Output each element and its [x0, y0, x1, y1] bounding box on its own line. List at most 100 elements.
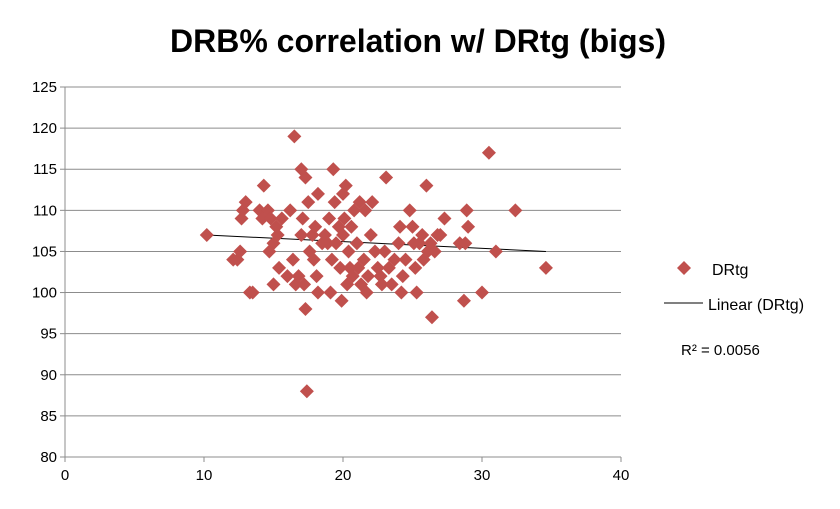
data-point	[408, 260, 423, 275]
y-tick-label: 110	[33, 202, 57, 219]
data-point	[297, 277, 312, 292]
data-point	[308, 219, 323, 234]
x-tick-label: 20	[335, 467, 352, 484]
data-point	[488, 244, 503, 259]
x-axis-ticks: 0 10 20 30 40	[61, 457, 630, 484]
data-point	[306, 252, 321, 267]
data-point	[323, 285, 338, 300]
data-point	[349, 236, 364, 251]
data-point	[481, 145, 496, 160]
data-point	[298, 170, 313, 185]
data-point	[287, 129, 302, 144]
data-point	[456, 293, 471, 308]
data-point	[233, 244, 248, 259]
data-point	[334, 293, 349, 308]
data-point	[437, 211, 452, 226]
legend-label-drtg: DRtg	[712, 262, 748, 279]
y-tick-label: 115	[33, 161, 57, 178]
x-tick-label: 30	[474, 467, 491, 484]
data-point	[310, 186, 325, 201]
data-point	[433, 228, 448, 242]
data-point	[384, 277, 399, 292]
data-point	[415, 228, 430, 242]
data-point	[337, 211, 352, 226]
data-point	[409, 285, 424, 300]
data-point	[326, 162, 341, 177]
trendline-group	[206, 234, 546, 252]
r-squared-label: R² = 0.0056	[681, 342, 760, 359]
data-point	[475, 285, 489, 300]
data-point	[367, 244, 382, 259]
data-point	[320, 236, 335, 251]
legend-diamond	[677, 261, 691, 275]
data-point	[365, 195, 380, 210]
data-point	[344, 219, 359, 234]
data-points	[199, 129, 553, 399]
x-tick-label: 40	[613, 467, 630, 484]
data-point	[341, 244, 356, 259]
data-point	[363, 228, 378, 242]
data-point	[302, 244, 317, 259]
data-point	[394, 285, 409, 300]
data-point	[461, 219, 476, 234]
data-point	[272, 260, 287, 275]
x-tick-label: 0	[61, 467, 69, 484]
data-point	[283, 203, 298, 218]
y-tick-label: 105	[32, 243, 57, 260]
data-point	[392, 219, 407, 234]
data-point	[387, 252, 402, 267]
y-tick-label: 100	[32, 285, 57, 302]
data-point	[327, 195, 342, 210]
data-point	[238, 195, 253, 210]
data-point	[427, 244, 442, 259]
data-point	[538, 260, 553, 275]
data-point	[333, 260, 348, 275]
data-point	[270, 228, 285, 242]
data-point	[377, 244, 392, 259]
data-point	[419, 178, 434, 193]
data-point	[301, 195, 316, 210]
y-tick-label: 80	[40, 449, 57, 466]
data-point	[298, 302, 313, 316]
data-point	[322, 211, 337, 226]
data-point	[379, 170, 394, 185]
data-point	[234, 211, 249, 226]
data-point	[508, 203, 523, 218]
data-point	[395, 269, 410, 284]
data-point	[310, 285, 325, 300]
data-point	[374, 277, 389, 292]
y-tick-label: 95	[40, 326, 57, 343]
data-point	[338, 178, 353, 193]
data-point	[329, 236, 344, 251]
data-point	[336, 228, 350, 242]
data-point	[356, 252, 371, 267]
chart-title: DRB% correlation w/ DRtg (bigs)	[170, 23, 666, 59]
data-point	[199, 228, 214, 242]
y-tick-label: 85	[40, 408, 57, 425]
data-point	[416, 252, 431, 267]
data-point	[309, 269, 324, 284]
legend-label-linear: Linear (DRtg)	[708, 297, 804, 314]
data-point	[458, 236, 473, 251]
data-point	[230, 252, 245, 267]
data-point	[358, 203, 373, 218]
data-point	[402, 203, 417, 218]
data-point	[324, 252, 339, 267]
y-tick-label: 120	[32, 120, 57, 137]
data-point	[285, 252, 300, 267]
data-point	[266, 277, 281, 292]
data-point	[256, 178, 271, 193]
legend-marker-drtg	[677, 261, 691, 275]
data-point	[294, 228, 309, 242]
data-point	[274, 211, 289, 226]
data-point	[405, 219, 420, 234]
y-tick-label: 125	[32, 79, 57, 96]
data-point	[299, 384, 314, 399]
data-point	[280, 269, 295, 284]
data-point	[398, 252, 413, 267]
data-point	[295, 211, 310, 226]
data-point	[391, 236, 406, 251]
legend: DRtg Linear (DRtg)	[664, 261, 804, 314]
data-point	[424, 310, 439, 325]
